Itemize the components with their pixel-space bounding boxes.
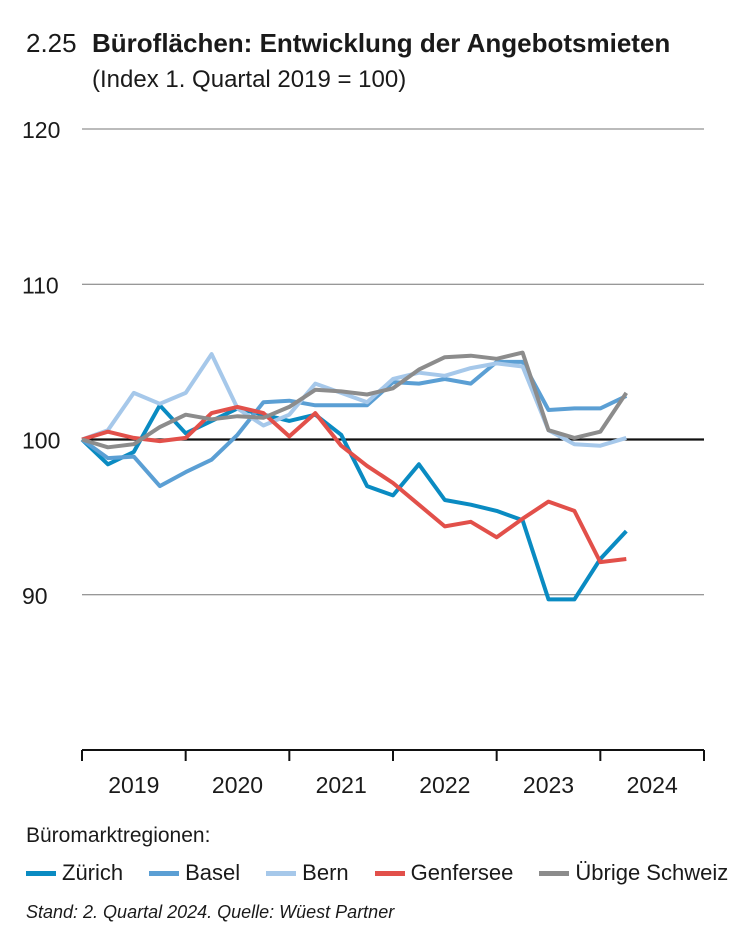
legend-item-zürich: Zürich [26,860,123,886]
legend-label-bern: Bern [302,860,349,885]
x-tick-label-2023: 2023 [523,772,574,798]
figure-number: 2.25 [26,28,77,58]
y-tick-label-100: 100 [22,428,60,454]
legend-item-basel: Basel [149,860,240,886]
grid-lines [82,128,704,596]
chart-subtitle: (Index 1. Quartal 2019 = 100) [92,66,407,93]
x-tick-label-2021: 2021 [316,772,367,798]
legend-item-übrige-schweiz: Übrige Schweiz [539,860,728,886]
legend-item-genfersee: Genfersee [374,860,514,886]
y-tick-label-90: 90 [22,583,48,609]
series-line-bern [81,352,627,448]
legend-swatch-übrige-schweiz [539,870,570,876]
legend-label-übrige-schweiz: Übrige Schweiz [575,860,729,885]
y-axis-ticks: 120 110 100 90 [22,117,60,609]
x-tick-label-2022: 2022 [419,772,470,798]
legend-swatch-zürich [26,870,56,876]
legend-title: Büromarktregionen: [26,824,211,847]
line-chart: 120 110 100 90 2019 2020 2021 2022 2023 2024 [22,117,705,798]
x-tick-label-2019: 2019 [108,772,159,798]
y-tick-label-120: 120 [22,117,60,143]
y-tick-label-110: 110 [22,272,59,298]
series-line-genfersee [81,404,627,565]
x-tick-label-2024: 2024 [627,772,678,798]
series-line-übrige-schweiz [81,350,628,450]
series-lines [80,350,628,602]
legend: Zürich Basel Bern Genfersee Übrige Schweiz [26,860,736,886]
legend-label-basel: Basel [185,860,241,885]
legend-swatch-basel [149,870,180,876]
legend-label-genfersee: Genfersee [410,860,514,885]
x-tick-label-2020: 2020 [212,772,263,798]
source-note: Stand: 2. Quartal 2024. Quelle: Wüest Pa… [26,902,395,922]
legend-item-bern: Bern [266,860,349,886]
legend-swatch-genfersee [374,870,405,876]
chart-title: Büroflächen: Entwicklung der Angebotsmie… [92,28,671,58]
x-axis: 2019 2020 2021 2022 2023 2024 [81,749,705,798]
legend-label-zürich: Zürich [62,860,124,885]
legend-swatch-bern [266,870,297,876]
